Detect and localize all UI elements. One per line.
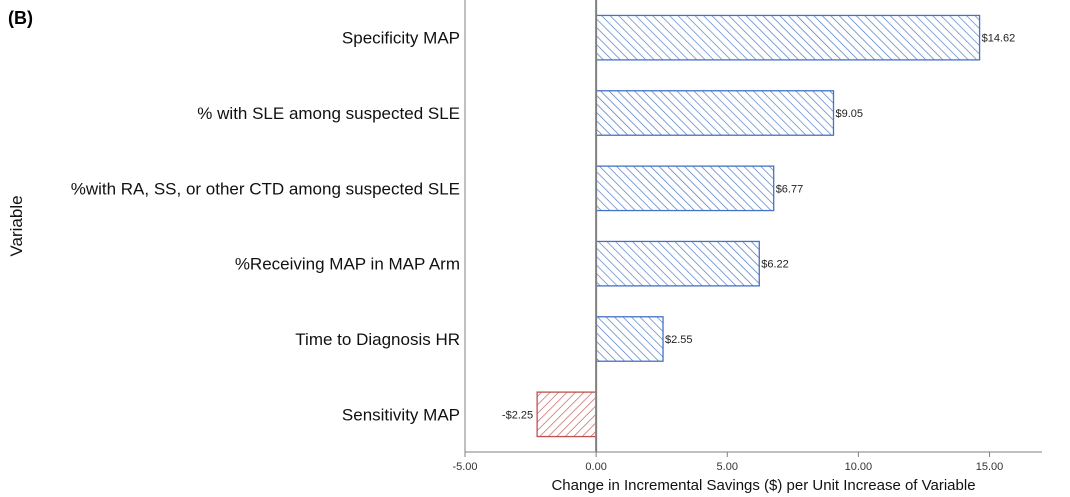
x-tick-label: -5.00 — [452, 461, 477, 473]
data-label: $14.62 — [982, 33, 1016, 45]
data-label: $9.05 — [835, 108, 863, 120]
data-label: -$2.25 — [502, 409, 533, 421]
data-label: $6.22 — [761, 259, 789, 271]
category-label: Sensitivity MAP — [342, 405, 460, 424]
bar — [536, 391, 597, 438]
y-axis-title: Variable — [7, 195, 26, 256]
data-label: $2.55 — [665, 334, 693, 346]
category-label: % with SLE among suspected SLE — [197, 104, 460, 123]
bar — [595, 90, 835, 136]
bar — [595, 165, 775, 212]
x-tick-label: 15.00 — [976, 461, 1004, 473]
x-axis-title: Change in Incremental Savings ($) per Un… — [551, 477, 975, 494]
category-label: Time to Diagnosis HR — [295, 330, 460, 349]
bar — [595, 14, 981, 61]
category-label: %with RA, SS, or other CTD among suspect… — [71, 179, 460, 198]
x-tick-label: 0.00 — [585, 461, 606, 473]
panel-label: (B) — [8, 8, 33, 28]
bar — [595, 240, 760, 287]
x-tick-label: 10.00 — [845, 461, 873, 473]
data-label: $6.77 — [776, 183, 804, 195]
category-label: Specificity MAP — [342, 29, 460, 48]
category-label: %Receiving MAP in MAP Arm — [235, 255, 460, 274]
x-tick-label: 5.00 — [717, 461, 738, 473]
bar — [595, 316, 664, 362]
